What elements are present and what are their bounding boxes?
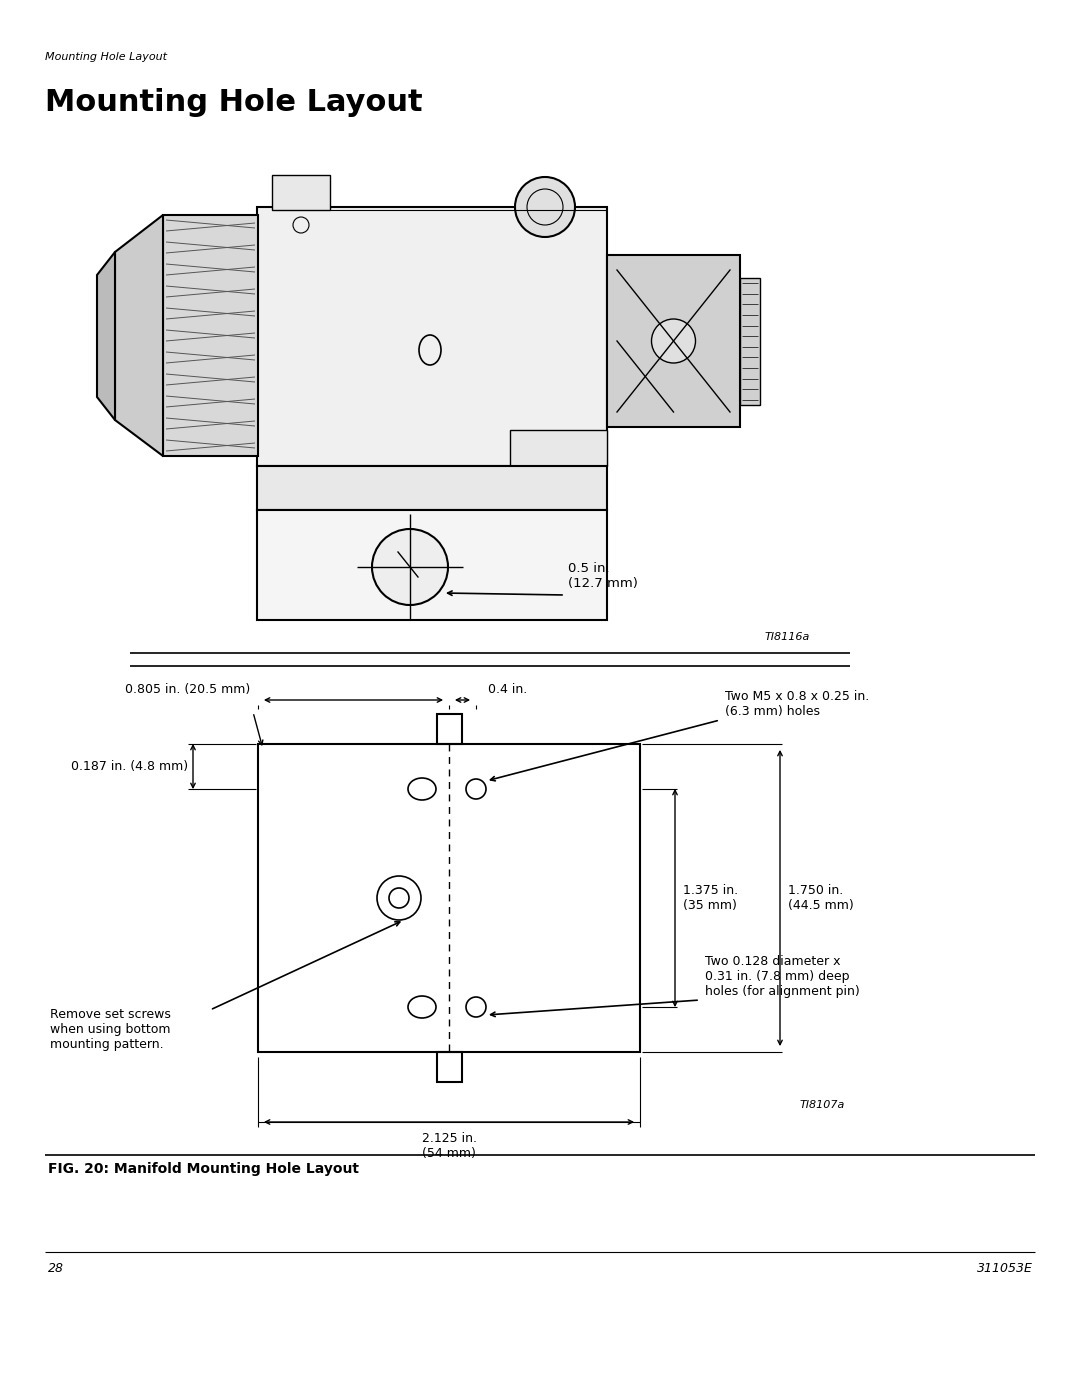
Text: 311053E: 311053E: [977, 1261, 1032, 1275]
Bar: [436, 714, 461, 745]
Circle shape: [515, 177, 575, 237]
Text: 0.5 in.
(12.7 mm): 0.5 in. (12.7 mm): [568, 562, 638, 590]
Text: 0.805 in. (20.5 mm): 0.805 in. (20.5 mm): [125, 683, 249, 696]
Text: 0.4 in.: 0.4 in.: [488, 683, 527, 696]
Text: Remove set screws
when using bottom
mounting pattern.: Remove set screws when using bottom moun…: [50, 1009, 171, 1051]
Text: 2.125 in.
(54 mm): 2.125 in. (54 mm): [421, 1132, 476, 1160]
Bar: [740, 278, 760, 405]
Bar: [257, 467, 607, 510]
Text: 28: 28: [48, 1261, 64, 1275]
Circle shape: [372, 529, 448, 605]
Circle shape: [651, 319, 696, 363]
Polygon shape: [114, 215, 163, 455]
Bar: [258, 745, 640, 1052]
Text: TI8107a: TI8107a: [799, 1099, 845, 1111]
Text: 1.375 in.
(35 mm): 1.375 in. (35 mm): [683, 884, 738, 912]
Text: 1.750 in.
(44.5 mm): 1.750 in. (44.5 mm): [788, 884, 854, 912]
Bar: [163, 215, 258, 455]
Bar: [272, 175, 330, 210]
Text: Mounting Hole Layout: Mounting Hole Layout: [45, 88, 422, 117]
Bar: [607, 256, 740, 427]
Text: TI8116a: TI8116a: [765, 631, 810, 643]
Text: 0.187 in. (4.8 mm): 0.187 in. (4.8 mm): [71, 760, 188, 773]
Bar: [257, 510, 607, 620]
Bar: [257, 207, 607, 467]
Text: Mounting Hole Layout: Mounting Hole Layout: [45, 52, 167, 61]
Text: Two 0.128 diameter x
0.31 in. (7.8 mm) deep
holes (for alignment pin): Two 0.128 diameter x 0.31 in. (7.8 mm) d…: [705, 956, 860, 997]
Polygon shape: [97, 251, 114, 420]
Text: FIG. 20: Manifold Mounting Hole Layout: FIG. 20: Manifold Mounting Hole Layout: [48, 1162, 359, 1176]
Text: Two M5 x 0.8 x 0.25 in.
(6.3 mm) holes: Two M5 x 0.8 x 0.25 in. (6.3 mm) holes: [725, 690, 869, 718]
Polygon shape: [510, 430, 607, 467]
Bar: [436, 1052, 461, 1083]
